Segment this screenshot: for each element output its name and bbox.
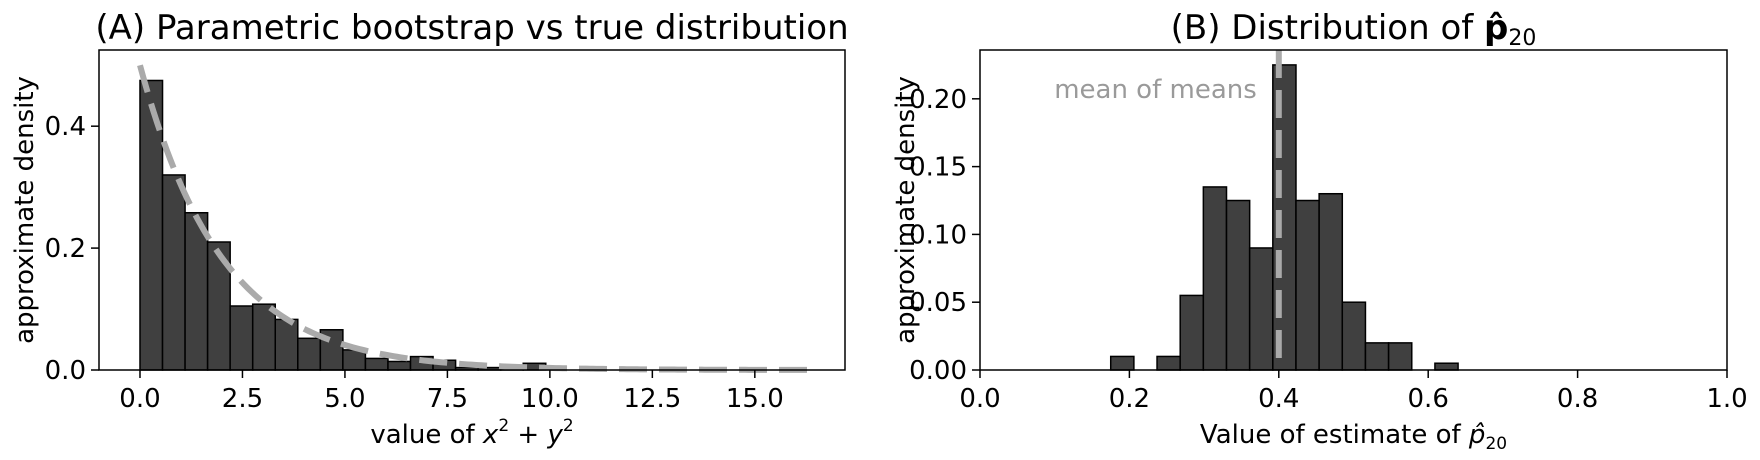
b-x-tick-label: 0.8 xyxy=(1557,384,1598,414)
a-histogram-bar xyxy=(274,318,299,371)
b-histogram-bar xyxy=(1225,199,1251,371)
b-x-tick-label: 0.4 xyxy=(1258,384,1299,414)
a-histogram-bar xyxy=(161,174,186,371)
b-x-tick-label: 0.0 xyxy=(959,384,1000,414)
a-x-tick-label: 2.5 xyxy=(222,384,263,414)
b-y-tick-label: 0.05 xyxy=(909,288,967,318)
a-y-tick-label: 0.0 xyxy=(45,356,86,386)
a-x-tick-label: 12.5 xyxy=(623,384,681,414)
a-y-tick-label: 0.4 xyxy=(45,112,86,142)
b-histogram-bar xyxy=(1364,342,1390,371)
b-x-tick-label: 0.2 xyxy=(1109,384,1150,414)
b-histogram-bar xyxy=(1387,342,1413,371)
b-histogram-bar xyxy=(1179,294,1205,371)
a-histogram-bar xyxy=(342,349,367,371)
a-histogram-bar xyxy=(387,360,412,371)
panel-b-frame xyxy=(979,49,1728,371)
b-histogram-bar xyxy=(1109,355,1135,371)
b-y-tick-label: 0.15 xyxy=(909,153,967,183)
a-y-tick-label: 0.2 xyxy=(45,234,86,264)
a-histogram-bar xyxy=(251,303,277,371)
a-histogram-bar xyxy=(297,337,322,371)
panel-b-bars xyxy=(1109,64,1459,371)
a-x-tick-label: 0.0 xyxy=(119,384,160,414)
a-x-tick-label: 10.0 xyxy=(521,384,579,414)
panel-b-x-axis-label: Value of estimate of p̂20 xyxy=(1200,420,1507,454)
panel-b-y-ticks: 0.00 0.05 0.10 0.15 0.20 xyxy=(909,85,980,386)
b-histogram-bar xyxy=(1248,247,1274,371)
b-histogram-bar xyxy=(1202,186,1228,371)
panel-b-title: (B) Distribution of p̂20 xyxy=(1171,8,1537,51)
panel-a-title: (A) Parametric bootstrap vs true distrib… xyxy=(95,8,848,48)
panel-b-x-ticks: 0.0 0.2 0.4 0.6 0.8 1.0 xyxy=(959,370,1748,414)
panel-b-y-axis-label: approximate density xyxy=(891,76,921,344)
b-y-tick-label: 0.10 xyxy=(909,220,967,250)
b-histogram-bar xyxy=(1295,199,1320,371)
panel-a-x-axis-label: value of x2 + y2 xyxy=(370,416,573,450)
panel-a-bars xyxy=(139,79,547,371)
b-histogram-bar xyxy=(1434,362,1459,371)
b-histogram-bar xyxy=(1156,355,1181,371)
a-x-tick-label: 5.0 xyxy=(324,384,365,414)
a-histogram-bar xyxy=(364,357,389,371)
a-x-tick-label: 7.5 xyxy=(427,384,468,414)
a-x-tick-label: 15.0 xyxy=(726,384,784,414)
panel-a-x-ticks: 0.0 2.5 5.0 7.5 10.0 12.5 15.0 xyxy=(119,370,784,414)
b-histogram-bar xyxy=(1318,192,1344,371)
panel-b: 0.0 0.2 0.4 0.6 0.8 1.0 0.000.050.100.150.20 … xyxy=(891,8,1748,454)
panel-a-y-axis-label: approximate density xyxy=(10,76,40,344)
b-y-tick-label: 0.20 xyxy=(909,85,967,115)
b-x-tick-label: 1.0 xyxy=(1706,384,1747,414)
panel-a-frame xyxy=(98,49,846,371)
b-y-tick-label: 0.00 xyxy=(909,356,967,386)
b-histogram-bar xyxy=(1341,301,1367,371)
b-x-tick-label: 0.6 xyxy=(1408,384,1449,414)
panel-b-mean-annotation: mean of means xyxy=(1054,75,1257,105)
a-histogram-bar xyxy=(229,305,254,371)
panel-a-y-ticks: 0.0 0.2 0.4 xyxy=(45,112,99,386)
panel-a: 0.0 2.5 5.0 7.5 10.0 12.5 15.0 0.0 0.2 0.4 (A) P… xyxy=(10,8,849,450)
